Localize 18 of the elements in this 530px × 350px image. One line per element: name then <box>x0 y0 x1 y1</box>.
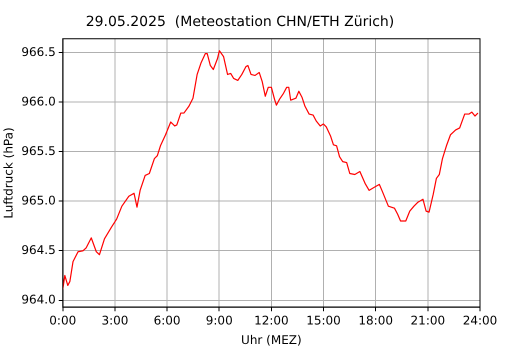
x-tick-label: 12:00 <box>254 314 289 328</box>
x-tick-label: 15:00 <box>306 314 341 328</box>
x-tick-label: 0:00 <box>49 314 76 328</box>
x-tick-label: 3:00 <box>101 314 128 328</box>
y-tick-label: 965.5 <box>21 144 56 158</box>
x-axis-title: Uhr (MEZ) <box>241 332 302 347</box>
y-tick-label: 966.0 <box>21 94 56 108</box>
x-tick-label: 21:00 <box>410 314 446 328</box>
x-tick-label: 6:00 <box>154 314 181 328</box>
y-tick-label: 964.0 <box>21 292 56 306</box>
y-axis-title: Luftdruck (hPa) <box>1 127 16 219</box>
x-tick-label: 18:00 <box>358 314 393 328</box>
chart-title: 29.05.2025 (Meteostation CHN/ETH Zürich) <box>86 14 394 30</box>
y-tick-label: 964.5 <box>21 242 56 257</box>
y-tick-label: 965.0 <box>21 193 56 208</box>
x-tick-label: 9:00 <box>206 314 233 328</box>
x-tick-label: 24:00 <box>462 314 498 328</box>
y-tick-label: 966.5 <box>21 44 56 59</box>
